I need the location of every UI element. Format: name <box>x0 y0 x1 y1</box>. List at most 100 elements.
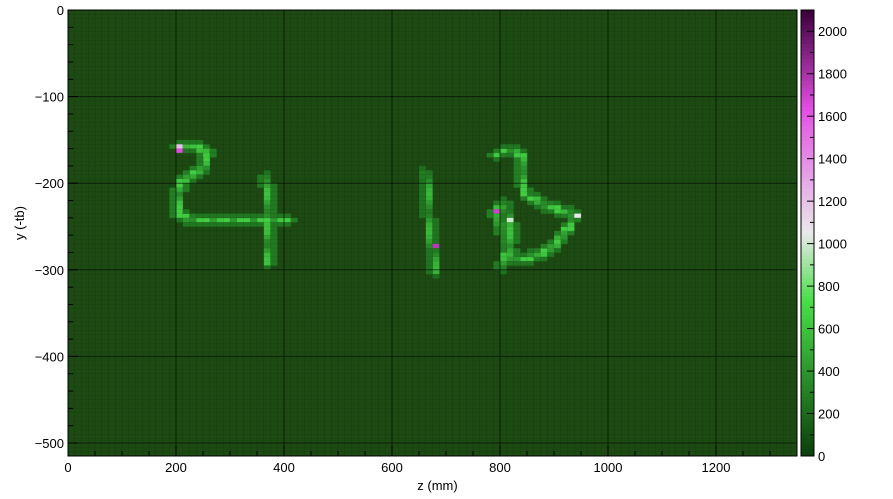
colorbar-segment <box>801 370 814 375</box>
colorbar-segment <box>801 400 814 405</box>
heatmap-cell <box>419 191 427 197</box>
heatmap-cell <box>250 213 258 219</box>
colorbar-gradient <box>801 10 814 457</box>
x-tick-label: 600 <box>381 460 403 475</box>
colorbar-segment <box>801 24 814 30</box>
heatmap-cell <box>493 226 501 232</box>
heatmap-cell <box>263 230 271 236</box>
heatmap-cell <box>263 222 271 227</box>
colorbar-segment <box>801 396 814 401</box>
heatmap-cell <box>257 174 265 180</box>
heatmap-cell <box>432 226 440 232</box>
y-tick-label: −400 <box>35 349 64 364</box>
heatmap-cell <box>506 204 514 210</box>
heatmap-cell <box>176 204 184 210</box>
heatmap-cell <box>176 174 184 180</box>
heatmap-cell <box>270 196 278 201</box>
colorbar-tick-label: 200 <box>818 407 840 422</box>
heatmap-cell <box>520 178 528 184</box>
heatmap-cell <box>554 209 562 214</box>
heatmap-cell <box>513 157 521 162</box>
colorbar-segment <box>801 28 814 33</box>
heatmap-cell <box>209 152 217 158</box>
heatmap-cell <box>506 222 514 227</box>
colorbar-segment <box>801 236 814 241</box>
heatmap-cell <box>506 261 514 266</box>
x-tick-label: 200 <box>165 460 187 475</box>
colorbar-segment <box>801 218 814 223</box>
heatmap-cell <box>500 230 508 236</box>
colorbar-tick-label: 1600 <box>818 109 847 124</box>
colorbar-segment <box>801 444 814 450</box>
heatmap-cell <box>425 269 433 275</box>
colorbar-segment <box>801 39 814 44</box>
heatmap-cell <box>176 200 184 206</box>
heatmap-cell <box>263 170 271 175</box>
colorbar-segment <box>801 221 814 227</box>
heatmap-cell <box>263 217 271 223</box>
heatmap-cell <box>527 187 535 193</box>
colorbar-segment <box>801 192 814 197</box>
colorbar-segment <box>801 366 814 372</box>
colorbar-segment <box>801 151 814 156</box>
heatmap-cell <box>263 213 271 219</box>
heatmap-cell <box>493 261 501 266</box>
x-tick-label: 800 <box>489 460 511 475</box>
heatmap-cell <box>560 235 568 240</box>
heatmap-cell <box>554 248 562 253</box>
heatmap-cell <box>500 217 508 223</box>
colorbar-segment <box>801 50 814 56</box>
colorbar-segment <box>801 288 814 293</box>
heatmap-cell <box>270 209 278 214</box>
x-tick-label: 400 <box>273 460 295 475</box>
heatmap-cell <box>500 196 508 201</box>
y-tick-label: −200 <box>35 176 64 191</box>
heatmap-cell <box>425 191 433 197</box>
heatmap-cell <box>176 209 184 214</box>
heatmap-cell <box>425 183 433 188</box>
plot-area <box>67 9 798 457</box>
heatmap-cell <box>493 230 501 236</box>
heatmap-cell <box>432 248 440 253</box>
heatmap-cell <box>270 248 278 253</box>
colorbar-segment <box>801 307 814 312</box>
heatmap-cell <box>263 183 271 188</box>
x-tick-label: 1000 <box>594 460 623 475</box>
heatmap-cell <box>554 230 562 236</box>
heatmap-cell <box>500 252 508 258</box>
colorbar-segment <box>801 359 814 364</box>
heatmap-cell <box>520 170 528 175</box>
heatmap-cell <box>176 191 184 197</box>
colorbar-segment <box>801 32 814 37</box>
heatmap-cell <box>203 161 211 167</box>
heatmap-cell <box>196 217 204 223</box>
heatmap-cell <box>560 213 568 219</box>
heatmap-cell <box>493 157 501 162</box>
y-tick-label: −100 <box>35 90 64 105</box>
colorbar-segment <box>801 58 814 63</box>
heatmap-cell <box>270 191 278 197</box>
heatmap-cell <box>560 226 568 232</box>
colorbar-segment <box>801 329 814 334</box>
colorbar-segment <box>801 88 814 93</box>
heatmap-cell <box>182 170 190 175</box>
colorbar-segment <box>801 91 814 96</box>
heatmap-cell <box>419 170 427 175</box>
heatmap-cell <box>263 204 271 210</box>
heatmap-cell <box>520 187 528 193</box>
heatmap-cell <box>432 252 440 258</box>
heatmap-cell <box>533 200 541 206</box>
colorbar-segment <box>801 240 814 245</box>
heatmap-cell <box>263 226 271 232</box>
heatmap-cell <box>533 248 541 253</box>
colorbar-segment <box>801 448 814 453</box>
colorbar-segment <box>801 195 814 201</box>
heatmap-cell <box>277 217 285 223</box>
heatmap-cell <box>513 226 521 232</box>
heatmap-cell <box>432 265 440 271</box>
heatmap-cell <box>513 174 521 180</box>
colorbar-segment <box>801 214 814 219</box>
colorbar-segment <box>801 292 814 297</box>
colorbar-segment <box>801 259 814 264</box>
